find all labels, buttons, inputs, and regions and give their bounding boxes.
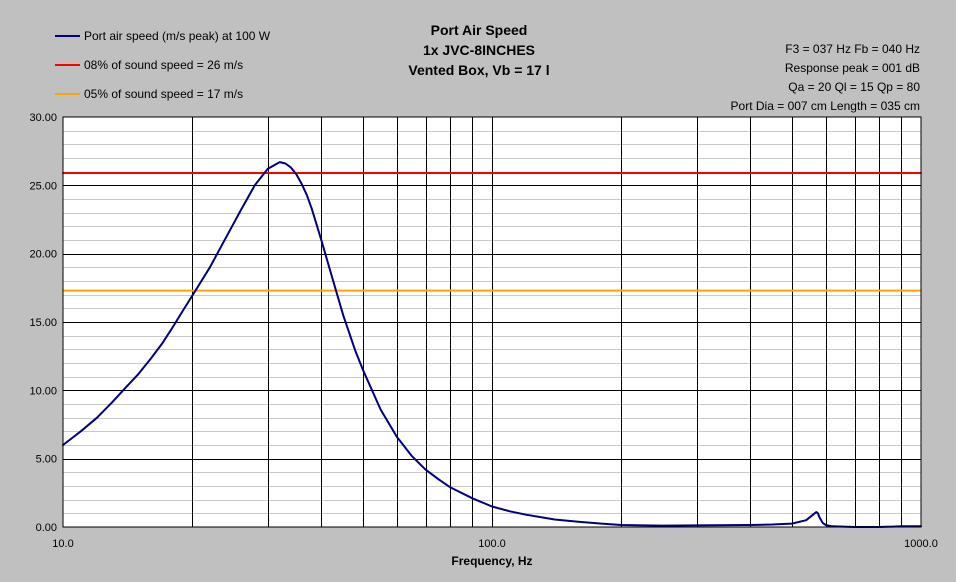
x-axis-label: Frequency, Hz	[451, 554, 532, 568]
x-tick-label: 10.0	[52, 538, 73, 550]
x-axis-tick-labels: 10.0 100.0 1000.0	[52, 538, 938, 550]
y-axis-tick-labels: 0.00 5.00 10.00 15.00 20.00 25.00 30.00	[29, 112, 57, 534]
series-port-air-speed	[62, 161, 922, 528]
y-tick-label: 5.00	[36, 454, 57, 466]
info-line-port-dims: Port Dia = 007 cm Length = 035 cm	[731, 99, 920, 113]
x-tick-label: 100.0	[478, 538, 506, 550]
plot-frame	[62, 116, 922, 528]
info-line-q-values: Qa = 20 Ql = 15 Qp = 80	[788, 80, 920, 94]
y-tick-label: 0.00	[36, 522, 57, 534]
y-tick-label: 30.00	[29, 112, 57, 124]
info-line-response-peak: Response peak = 001 dB	[785, 61, 920, 75]
info-line-f3-fb: F3 = 037 Hz Fb = 040 Hz	[785, 42, 920, 56]
legend-label-5pct-sound-speed: 05% of sound speed = 17 m/s	[84, 87, 243, 101]
major-grid	[63, 117, 921, 527]
chart-title-line-2: 1x JVC-8INCHES	[423, 42, 535, 58]
legend-label-port-air-speed: Port air speed (m/s peak) at 100 W	[84, 29, 271, 43]
chart-title-line-1: Port Air Speed	[431, 22, 528, 38]
y-tick-label: 15.00	[29, 317, 57, 329]
chart-title-line-3: Vented Box, Vb = 17 l	[408, 62, 549, 78]
y-tick-label: 20.00	[29, 249, 57, 261]
y-tick-label: 25.00	[29, 180, 57, 192]
y-tick-label: 10.00	[29, 385, 57, 397]
legend: Port air speed (m/s peak) at 100 W 08% o…	[55, 29, 271, 101]
x-tick-label: 1000.0	[904, 538, 938, 550]
series-layer	[62, 161, 922, 528]
legend-label-8pct-sound-speed: 08% of sound speed = 26 m/s	[84, 58, 243, 72]
